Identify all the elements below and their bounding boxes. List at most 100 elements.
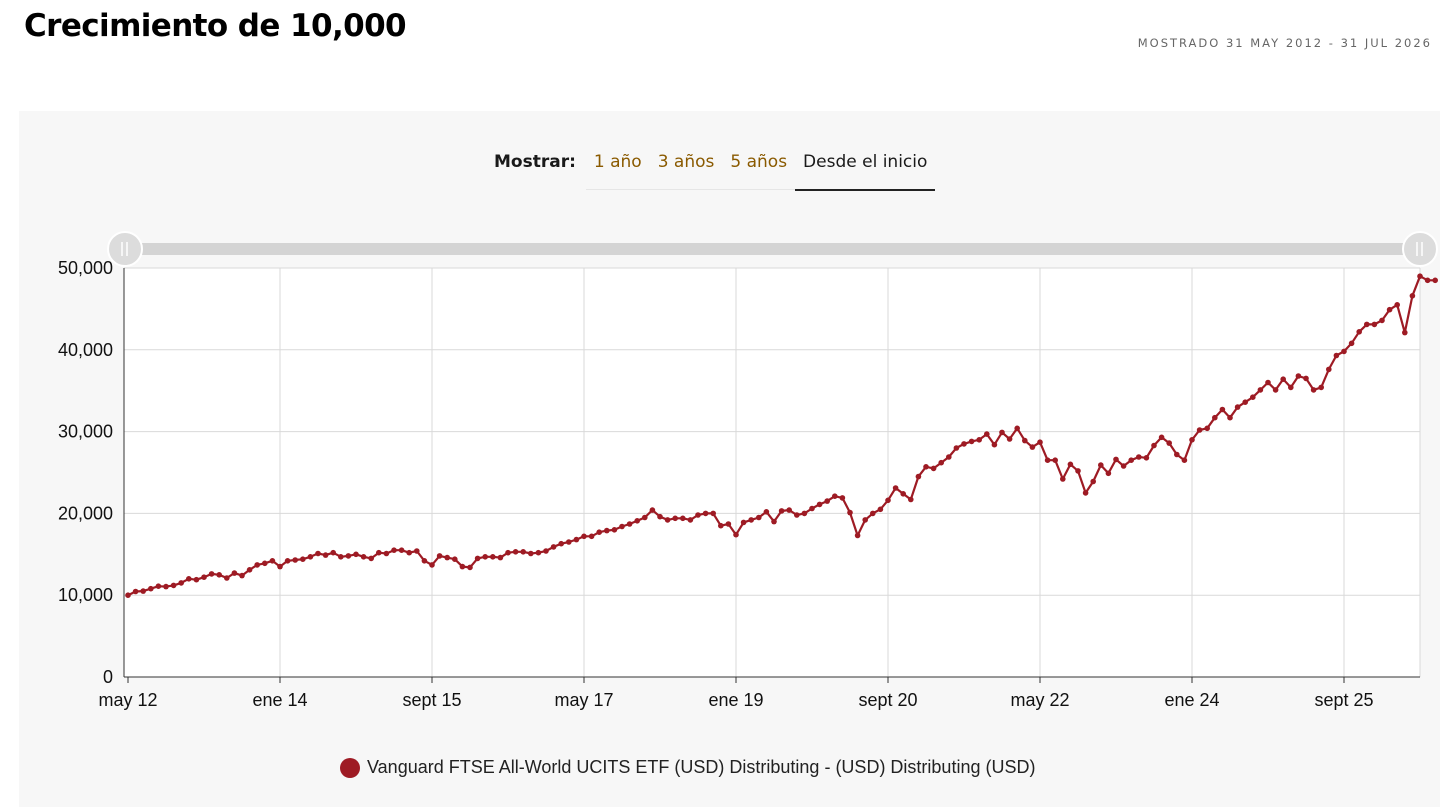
data-point[interactable]: [1060, 476, 1066, 482]
data-point[interactable]: [946, 454, 952, 460]
data-point[interactable]: [1356, 329, 1362, 335]
data-point[interactable]: [1333, 352, 1340, 359]
data-point[interactable]: [459, 563, 466, 570]
data-point[interactable]: [968, 438, 975, 445]
data-point[interactable]: [1037, 439, 1043, 446]
data-point[interactable]: [961, 441, 967, 447]
data-point[interactable]: [725, 521, 732, 527]
data-point[interactable]: [953, 445, 960, 451]
data-point[interactable]: [1250, 394, 1256, 401]
data-point[interactable]: [1371, 321, 1378, 328]
data-point[interactable]: [885, 497, 891, 504]
data-point[interactable]: [733, 531, 739, 538]
range-slider-left-handle[interactable]: [107, 231, 143, 267]
data-point[interactable]: [854, 532, 861, 539]
data-point[interactable]: [1295, 373, 1302, 379]
data-point[interactable]: [718, 522, 724, 529]
data-point[interactable]: [801, 510, 808, 517]
data-point[interactable]: [550, 544, 557, 550]
data-point[interactable]: [193, 576, 200, 583]
data-point[interactable]: [1006, 436, 1013, 442]
data-point[interactable]: [740, 519, 747, 526]
data-point[interactable]: [915, 473, 922, 480]
data-point[interactable]: [930, 465, 937, 472]
data-point[interactable]: [1402, 329, 1408, 336]
data-point[interactable]: [383, 550, 390, 557]
data-point[interactable]: [1227, 414, 1233, 421]
data-point[interactable]: [406, 549, 413, 556]
data-point[interactable]: [877, 506, 884, 513]
data-point[interactable]: [1120, 463, 1127, 469]
data-point[interactable]: [1075, 468, 1081, 474]
data-point[interactable]: [520, 549, 526, 555]
data-point[interactable]: [543, 548, 549, 554]
data-point[interactable]: [284, 558, 291, 564]
data-point[interactable]: [528, 550, 534, 557]
data-point[interactable]: [254, 562, 260, 568]
data-point[interactable]: [581, 533, 587, 540]
data-point[interactable]: [824, 498, 830, 504]
data-point[interactable]: [1303, 375, 1309, 382]
data-point[interactable]: [208, 571, 215, 577]
data-point[interactable]: [991, 441, 998, 448]
data-point[interactable]: [1181, 457, 1188, 464]
data-point[interactable]: [1272, 387, 1279, 393]
data-point[interactable]: [490, 554, 496, 560]
data-point[interactable]: [657, 513, 663, 520]
data-point[interactable]: [1014, 425, 1020, 432]
data-point[interactable]: [269, 558, 276, 564]
data-point[interactable]: [892, 485, 899, 491]
data-point[interactable]: [756, 514, 762, 521]
data-point[interactable]: [1417, 273, 1423, 280]
data-point[interactable]: [626, 521, 633, 527]
data-point[interactable]: [664, 517, 671, 523]
data-point[interactable]: [748, 517, 754, 523]
data-point[interactable]: [512, 549, 519, 555]
data-point[interactable]: [535, 549, 542, 556]
data-point[interactable]: [1022, 437, 1028, 444]
data-point[interactable]: [832, 493, 838, 500]
data-point[interactable]: [1090, 478, 1096, 485]
tab-5-years[interactable]: 5 años: [730, 152, 788, 172]
range-slider-right-handle-knob[interactable]: [1402, 231, 1438, 267]
data-point[interactable]: [1364, 321, 1370, 328]
data-point[interactable]: [1310, 387, 1317, 393]
data-point[interactable]: [140, 588, 146, 594]
data-point[interactable]: [604, 527, 610, 534]
data-point[interactable]: [421, 558, 428, 564]
data-point[interactable]: [368, 555, 375, 562]
data-point[interactable]: [558, 540, 564, 547]
data-point[interactable]: [429, 562, 435, 568]
data-point[interactable]: [1143, 455, 1150, 461]
data-point[interactable]: [1082, 490, 1089, 496]
data-point[interactable]: [1257, 387, 1264, 393]
data-point[interactable]: [1394, 302, 1400, 308]
data-point[interactable]: [588, 533, 595, 540]
data-point[interactable]: [649, 507, 656, 513]
data-point[interactable]: [315, 550, 321, 557]
data-point[interactable]: [1174, 451, 1180, 458]
data-point[interactable]: [307, 554, 314, 560]
data-point[interactable]: [163, 583, 169, 590]
data-point[interactable]: [1409, 293, 1416, 299]
data-point[interactable]: [1386, 306, 1393, 313]
data-point[interactable]: [231, 570, 238, 576]
range-slider-right-handle[interactable]: [1402, 231, 1438, 267]
data-point[interactable]: [862, 517, 868, 523]
data-point[interactable]: [148, 585, 154, 592]
data-point[interactable]: [923, 464, 929, 470]
data-point[interactable]: [1348, 340, 1355, 347]
data-point[interactable]: [1158, 434, 1165, 441]
data-point[interactable]: [1029, 444, 1036, 450]
data-point[interactable]: [1098, 462, 1104, 468]
data-point[interactable]: [170, 582, 177, 589]
data-point[interactable]: [809, 505, 815, 512]
data-point[interactable]: [246, 567, 253, 573]
data-point[interactable]: [695, 512, 701, 518]
data-point[interactable]: [436, 553, 443, 559]
data-point[interactable]: [1341, 348, 1347, 355]
data-point[interactable]: [976, 437, 982, 443]
data-point[interactable]: [1379, 317, 1385, 324]
range-slider-left-handle-knob[interactable]: [107, 231, 143, 267]
data-point[interactable]: [1318, 384, 1324, 391]
